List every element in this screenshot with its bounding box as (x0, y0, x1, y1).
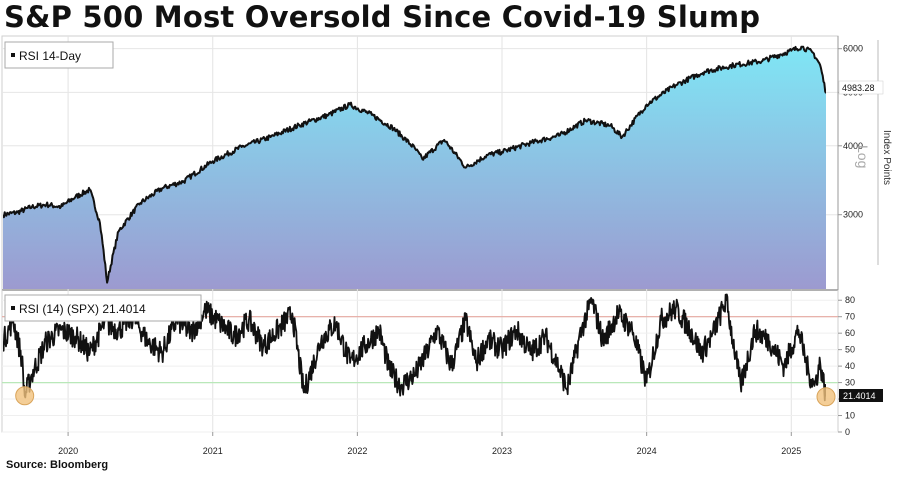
y-tick-label: 3000 (843, 210, 863, 220)
y-tick-label: 10 (845, 411, 855, 421)
y-tick-label: 80 (845, 295, 855, 305)
x-tick-label: 2022 (347, 446, 367, 456)
y-tick-label: 6000 (843, 44, 863, 54)
log-scale-label: Log (855, 145, 871, 168)
y-tick-label: 0 (845, 427, 850, 437)
price-legend-swatch (11, 53, 15, 57)
rsi-legend-label: RSI (14) (SPX) 21.4014 (19, 302, 146, 316)
x-tick-label: 2025 (781, 446, 801, 456)
price-area (3, 46, 826, 289)
price-last-value: 4983.28 (842, 83, 875, 93)
x-tick-label: 2023 (492, 446, 512, 456)
rsi-legend-swatch (11, 306, 15, 310)
rsi-last-value: 21.4014 (843, 391, 876, 401)
rsi-legend-box (4, 294, 202, 322)
price-ylabel: Index Points (881, 130, 892, 185)
x-tick-label: 2024 (637, 446, 657, 456)
rsi-highlight-points (15, 386, 836, 407)
price-legend-box (4, 41, 114, 69)
x-tick-label: 2021 (203, 446, 223, 456)
rsi-last-value-box (839, 389, 883, 402)
source-note: Source: Bloomberg (6, 459, 109, 471)
price-last-value-box (838, 80, 884, 95)
price-y-ticks: 6000500040003000 (838, 44, 863, 220)
y-tick-label: 30 (845, 378, 855, 388)
y-tick-label: 4000 (843, 141, 863, 151)
rsi-y-ticks: 80706050403020100 (838, 295, 855, 437)
rsi-line (3, 293, 826, 402)
x-axis-labels: 2020 2021 2022 2023 2024 2025 (58, 432, 801, 456)
oversold-highlight (15, 386, 35, 406)
price-legend-label: RSI 14-Day (19, 49, 81, 63)
y-tick-label: 40 (845, 361, 855, 371)
y-tick-label: 70 (845, 312, 855, 322)
chart-title: S&P 500 Most Oversold Since Covid-19 Slu… (4, 0, 761, 34)
oversold-highlight (816, 387, 836, 407)
y-tick-label: 60 (845, 328, 855, 338)
x-tick-label: 2020 (58, 446, 78, 456)
price-line (3, 45, 826, 284)
y-tick-label: 50 (845, 345, 855, 355)
